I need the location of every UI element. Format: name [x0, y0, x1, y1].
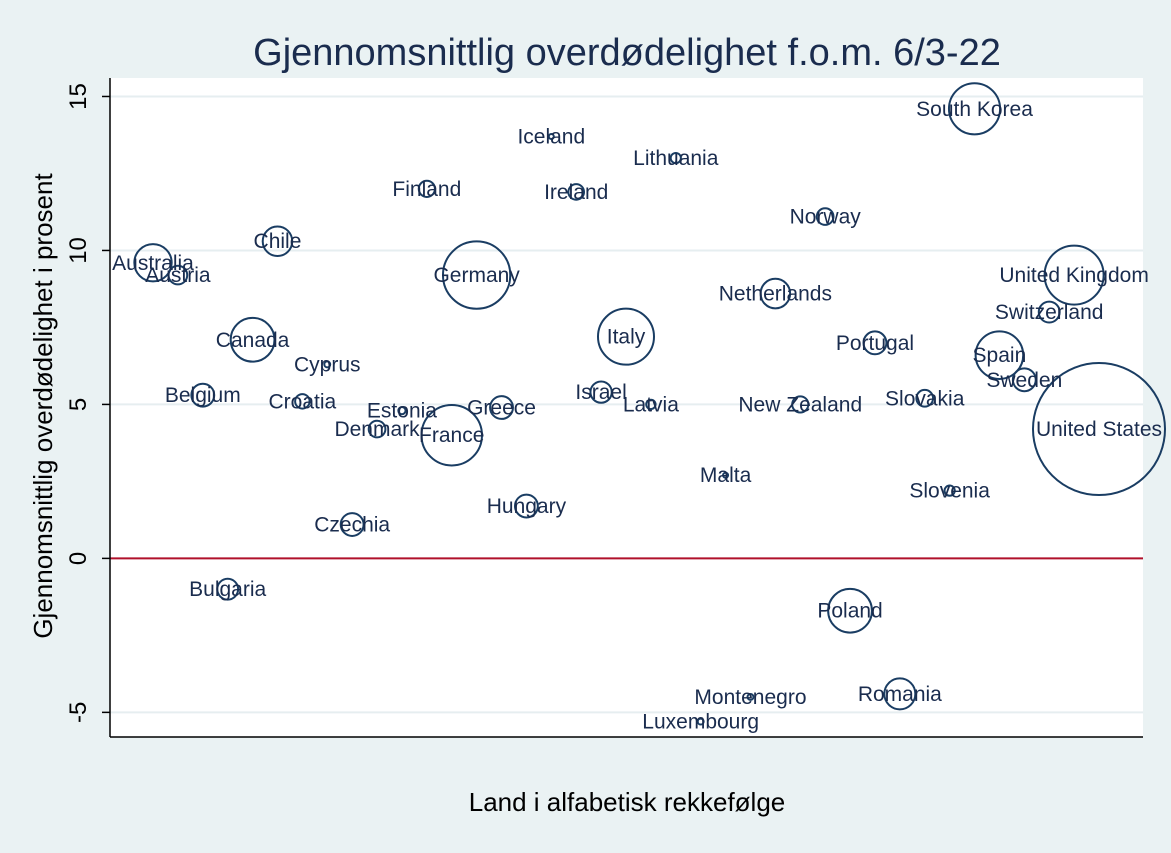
data-point	[669, 151, 682, 165]
point-label: Netherlands	[719, 283, 832, 306]
point-label: Italy	[607, 326, 646, 349]
data-point	[323, 360, 332, 369]
point-label: Ireland	[544, 181, 608, 204]
point-label: Malta	[700, 464, 752, 487]
point-label: Estonia	[367, 400, 437, 423]
data-point	[513, 493, 539, 519]
data-point	[441, 240, 512, 310]
data-point	[645, 398, 657, 411]
y-axis-ticks: -5 0 5 10 15	[65, 83, 110, 723]
y-tick-label: -5	[65, 702, 92, 723]
point-label: Croatia	[269, 390, 337, 413]
data-point	[567, 183, 586, 201]
point-label: Greece	[467, 397, 536, 420]
point-label: Bulgaria	[189, 578, 266, 601]
data-point	[1032, 362, 1166, 497]
point-label: Switzerland	[995, 301, 1104, 324]
data-point	[1011, 367, 1037, 393]
data-point	[294, 393, 311, 410]
data-point	[367, 419, 387, 439]
data-point	[216, 577, 240, 601]
data-point	[167, 264, 189, 286]
point-label: Latvia	[623, 393, 679, 416]
point-label: Slovenia	[909, 480, 990, 503]
point-label: Luxembourg	[642, 711, 759, 734]
chart-title: Gjennomsnittlig overdødelighet f.o.m. 6/…	[253, 32, 1001, 74]
data-point	[1043, 244, 1105, 306]
data-point	[1037, 300, 1061, 324]
data-point	[489, 395, 514, 420]
data-point	[947, 82, 1002, 136]
point-label: Chile	[254, 230, 302, 253]
gridlines	[110, 95, 1143, 714]
data-points	[133, 82, 1166, 726]
y-tick-label: 5	[65, 398, 92, 411]
point-label: Portugal	[836, 332, 914, 355]
y-tick-label: 10	[65, 237, 92, 264]
point-label: Australia	[112, 252, 194, 275]
plot-area	[110, 78, 1143, 737]
data-point	[397, 405, 407, 416]
point-label: Slovakia	[885, 387, 965, 410]
data-point	[722, 471, 730, 479]
data-point	[420, 403, 483, 467]
point-label: Germany	[433, 264, 520, 287]
point-label: Romania	[858, 683, 942, 706]
point-label: France	[419, 424, 484, 447]
data-point	[589, 380, 613, 404]
point-label: Montenegro	[694, 686, 806, 709]
data-point	[261, 225, 294, 257]
data-point	[883, 677, 917, 711]
data-point	[339, 512, 365, 537]
data-point	[791, 395, 810, 414]
point-label: Israel	[575, 381, 626, 404]
point-label: Poland	[817, 600, 882, 623]
point-label: United Kingdom	[999, 264, 1148, 287]
point-label: Czechia	[314, 514, 390, 537]
point-label: New Zealand	[738, 393, 862, 416]
point-label: Norway	[790, 206, 862, 229]
data-point	[915, 388, 935, 408]
point-label: Lithuania	[633, 147, 719, 170]
data-point	[596, 307, 656, 366]
data-point	[759, 277, 792, 310]
data-point	[547, 133, 555, 141]
point-label: Belgium	[165, 384, 241, 407]
point-label: Canada	[216, 329, 290, 352]
point-label: Spain	[973, 344, 1027, 367]
data-point	[943, 484, 956, 497]
data-point	[815, 207, 835, 226]
data-point	[746, 693, 755, 701]
data-point	[696, 717, 705, 726]
point-label: Finland	[392, 178, 461, 201]
y-tick-label: 0	[65, 552, 92, 565]
point-label: Iceland	[517, 126, 585, 149]
y-tick-label: 15	[65, 83, 92, 110]
data-point	[862, 330, 888, 356]
y-axis-label: Gjennomsnittlig overdødelighet i prosent	[28, 173, 58, 639]
data-point	[190, 382, 216, 408]
data-point	[417, 179, 436, 198]
point-label: Sweden	[986, 369, 1062, 392]
data-point	[827, 587, 873, 634]
x-axis-label: Land i alfabetisk rekkefølge	[469, 787, 786, 817]
point-label: Hungary	[487, 495, 567, 518]
point-label: South Korea	[916, 98, 1033, 121]
data-point	[133, 243, 173, 283]
data-point	[229, 316, 276, 363]
point-label: United States	[1036, 418, 1162, 441]
point-label: Denmark	[334, 418, 420, 441]
point-label: Cyprus	[294, 353, 361, 376]
point-label: Austria	[145, 264, 211, 287]
data-point	[974, 330, 1025, 380]
